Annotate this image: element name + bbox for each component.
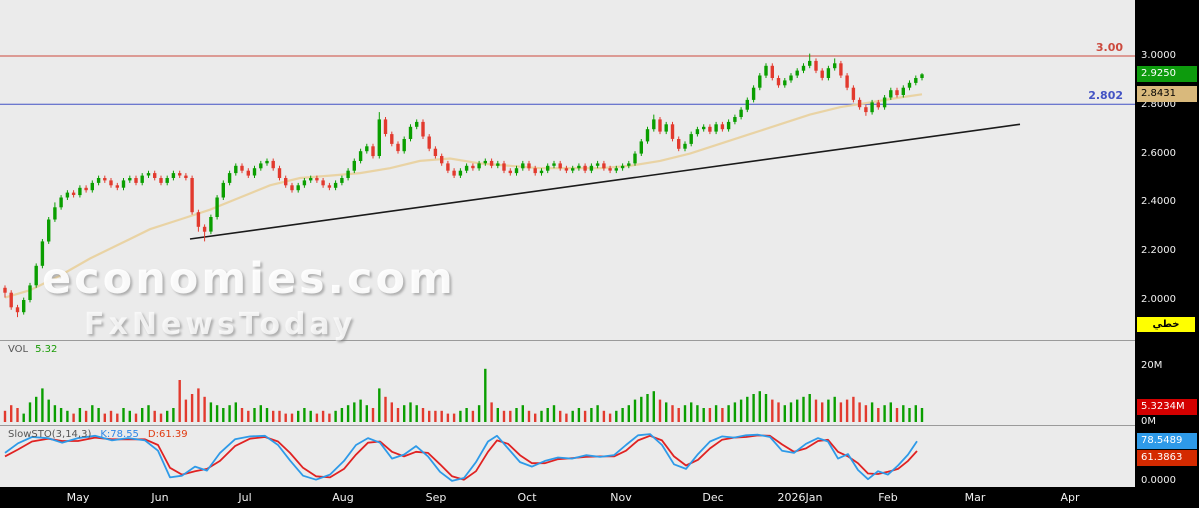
volume-tick: 0M [1141,416,1156,427]
chart-plot-area[interactable]: economies.com FxNewsToday 3.00 2.802 VOL… [0,0,1135,487]
month-label-jul: Jul [238,491,252,504]
month-label-oct: Oct [517,491,537,504]
last-price-tag: 2.9250 [1137,66,1197,83]
stochastic-indicator-name: SlowSTO(3,14,3) [8,429,92,440]
month-label-apr: Apr [1060,491,1080,504]
stochastic-k-caption: K:78.55 [100,429,139,440]
month-label-dec: Dec [702,491,724,504]
volume-indicator-value: 5.32 [35,344,58,355]
resistance-level-label: 3.00 [1095,41,1123,54]
month-label-2026jan: 2026Jan [777,491,823,504]
price-tick: 2.8000 [1141,98,1176,110]
stochastic-zero-tick: 0.0000 [1141,475,1176,486]
price-scale[interactable]: 3.0000 2.8000 2.6000 2.4000 2.2000 2.0000 20M… [1135,0,1199,508]
month-label-feb: Feb [878,491,898,504]
volume-indicator-caption: VOL 5.32 [8,344,57,355]
price-volume-stochastic-canvas[interactable] [0,0,1135,487]
volume-tick: 20M [1141,360,1163,371]
price-tick: 3.0000 [1141,50,1176,61]
month-label-may: May [66,491,90,504]
stochastic-d-value-tag: 61.3863 [1137,450,1197,467]
month-label-mar: Mar [964,491,986,504]
volume-indicator-name: VOL [8,344,29,355]
scale-type-button[interactable]: خطي [1137,317,1195,332]
time-axis[interactable]: May Jun Jul Aug Sep Oct Nov Dec 2026Jan Feb Mar Apr [0,487,1135,508]
stochastic-indicator-caption: SlowSTO(3,14,3) K:78.55 D:61.39 [8,429,188,440]
month-label-sep: Sep [425,491,447,504]
month-label-aug: Aug [332,491,354,504]
price-tick: 2.6000 [1141,147,1176,159]
price-tick: 2.2000 [1141,245,1176,257]
month-label-jun: Jun [151,491,169,504]
stochastic-k-value-tag: 78.5489 [1137,433,1197,450]
month-label-nov: Nov [610,491,632,504]
stochastic-d-caption: D:61.39 [147,429,188,440]
price-tick: 2.0000 [1141,294,1176,305]
moving-average-price-tag: 2.8431 [1137,86,1197,103]
support-level-label: 2.802 [1088,89,1123,103]
current-volume-tag: 5.3234M [1137,399,1197,416]
price-tick: 2.4000 [1141,196,1176,208]
